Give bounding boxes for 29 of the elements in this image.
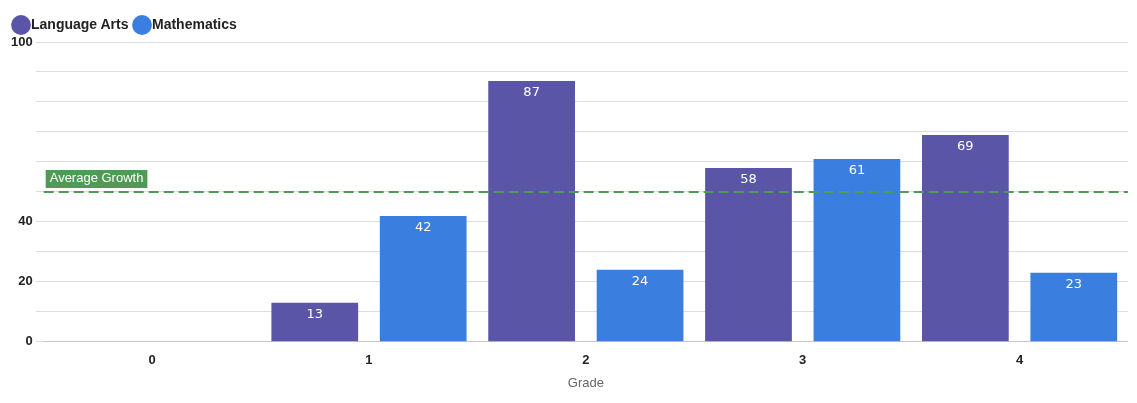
x-tick-label: 0 — [148, 352, 156, 368]
data-label: 13 — [306, 305, 324, 321]
x-tick-label: 1 — [365, 352, 373, 368]
bar — [379, 215, 467, 342]
data-label: 61 — [848, 161, 866, 177]
bar — [1030, 272, 1118, 342]
bar — [813, 158, 901, 342]
bar — [921, 134, 1009, 342]
legend-label: Mathematics — [152, 15, 238, 32]
x-tick-label: 4 — [1015, 352, 1024, 368]
bar — [705, 167, 792, 342]
data-label: 24 — [631, 272, 649, 288]
data-label: 23 — [1065, 275, 1083, 291]
y-tick-label: 100 — [10, 33, 33, 49]
data-label: 58 — [740, 170, 757, 186]
y-tick-label: 40 — [18, 213, 33, 229]
data-label: 87 — [523, 83, 540, 99]
data-label: 42 — [414, 218, 432, 234]
legend-label: Language Arts — [31, 15, 129, 32]
bar — [488, 80, 575, 342]
x-tick-label: 3 — [799, 352, 807, 368]
data-label: 69 — [957, 137, 974, 153]
bar — [271, 302, 359, 342]
x-tick-label: 2 — [582, 352, 590, 368]
y-tick-label: 0 — [25, 333, 33, 349]
bar — [596, 269, 684, 342]
y-tick-label: 20 — [18, 273, 33, 289]
x-axis-title: Grade — [567, 374, 604, 390]
ref-line-label: Average Growth — [49, 170, 144, 186]
